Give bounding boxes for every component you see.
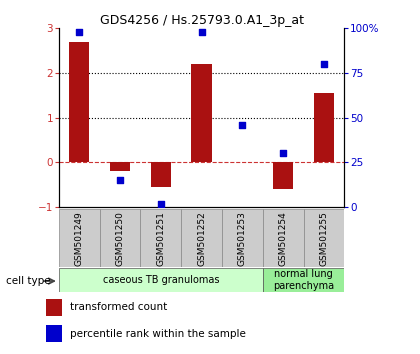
Text: caseous TB granulomas: caseous TB granulomas — [102, 275, 219, 285]
Text: cell type: cell type — [6, 276, 51, 286]
Bar — [263, 268, 344, 292]
Bar — [140, 209, 181, 267]
Text: GSM501254: GSM501254 — [279, 211, 288, 266]
Point — [239, 122, 246, 128]
Bar — [192, 64, 212, 162]
Bar — [46, 299, 62, 316]
Bar — [273, 162, 294, 189]
Bar — [151, 162, 171, 187]
Bar — [110, 162, 130, 171]
Text: GSM501252: GSM501252 — [197, 211, 206, 266]
Bar — [314, 93, 334, 162]
Bar — [69, 42, 89, 162]
Point — [76, 29, 83, 35]
Text: GSM501255: GSM501255 — [320, 211, 328, 266]
Text: normal lung
parenchyma: normal lung parenchyma — [273, 269, 334, 291]
Bar — [263, 209, 304, 267]
Text: transformed count: transformed count — [70, 302, 167, 312]
Text: GSM501249: GSM501249 — [75, 211, 84, 266]
Bar — [59, 268, 263, 292]
Text: percentile rank within the sample: percentile rank within the sample — [70, 329, 246, 339]
Bar — [59, 209, 100, 267]
Text: GSM501251: GSM501251 — [156, 211, 165, 266]
Point — [117, 177, 123, 183]
Bar — [46, 325, 62, 342]
Point — [280, 151, 286, 156]
Point — [320, 61, 327, 67]
Bar — [181, 209, 222, 267]
Point — [198, 29, 205, 35]
Bar — [222, 209, 263, 267]
Bar — [100, 209, 140, 267]
Text: GSM501250: GSM501250 — [116, 211, 124, 266]
Point — [158, 201, 164, 206]
Bar — [304, 209, 344, 267]
Title: GDS4256 / Hs.25793.0.A1_3p_at: GDS4256 / Hs.25793.0.A1_3p_at — [100, 14, 304, 27]
Text: GSM501253: GSM501253 — [238, 211, 247, 266]
